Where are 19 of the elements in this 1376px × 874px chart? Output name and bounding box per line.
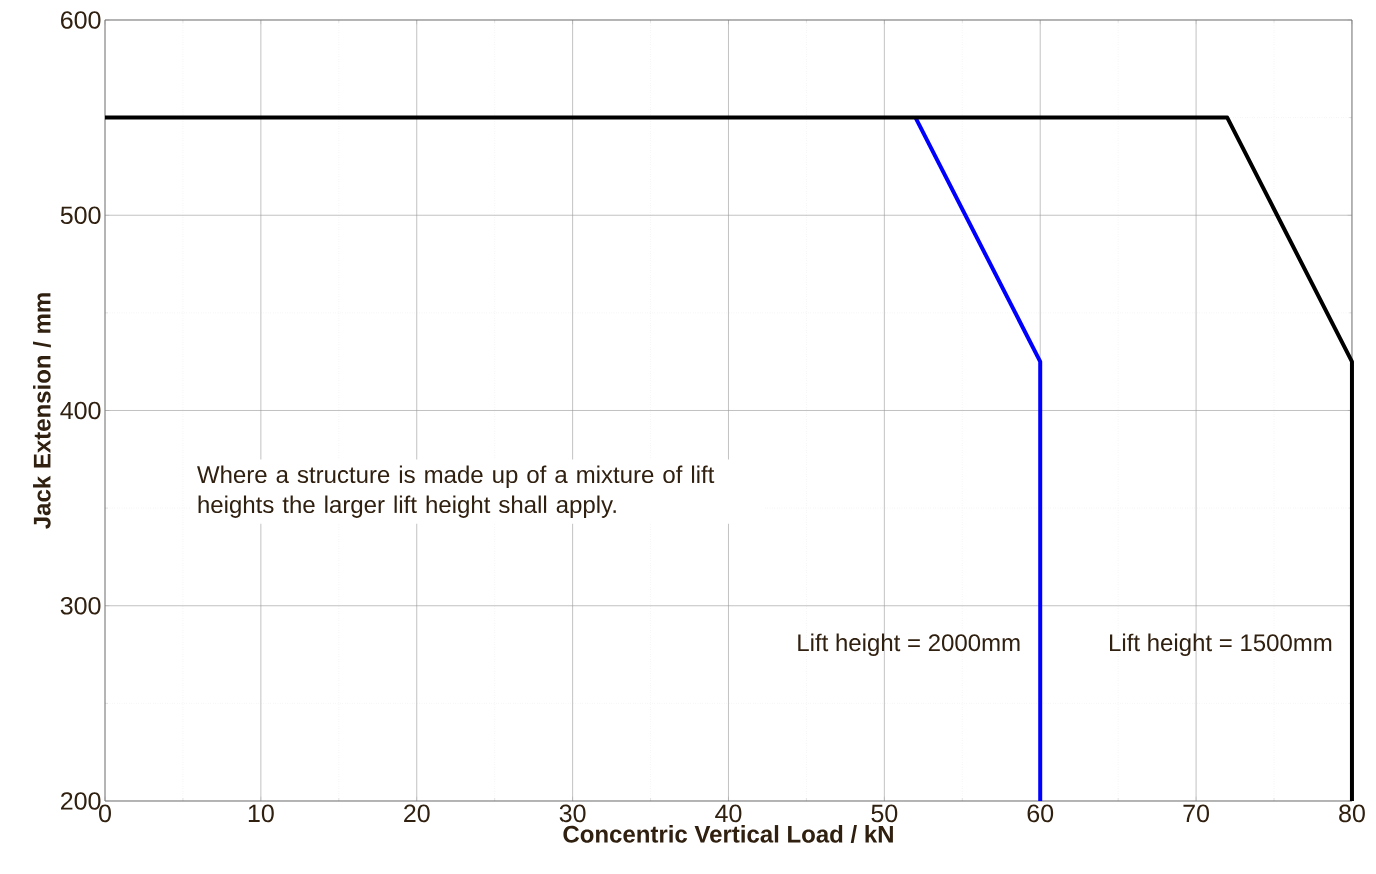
y-tick-label: 500	[60, 206, 101, 225]
x-tick-label: 50	[871, 804, 898, 823]
x-tick-label: 20	[404, 804, 430, 823]
x-tick-label: 0	[99, 804, 111, 823]
series-label: Lift height = 1500mm	[1110, 633, 1332, 656]
y-tick-label: 300	[60, 596, 101, 615]
x-tick-label: 80	[1339, 804, 1365, 823]
annotation: Where a structure is made up of a mixture of lift heights the larger lift height shall apply.	[197, 465, 715, 518]
y-tick-label: 200	[61, 792, 101, 810]
y-axis-title: Jack Extension / mm	[33, 293, 51, 529]
x-axis-title: Concentric Vertical Load / kN	[563, 825, 893, 843]
x-tick-label: 10	[248, 804, 274, 823]
x-tick-label: 40	[715, 804, 742, 823]
x-tick-label: 70	[1183, 804, 1210, 823]
y-tick-label: 600	[61, 11, 101, 29]
series-label: Lift height = 2000mm	[798, 633, 1020, 656]
x-tick-label: 30	[559, 804, 586, 823]
x-tick-label: 60	[1027, 804, 1054, 823]
y-tick-label: 400	[60, 401, 101, 420]
